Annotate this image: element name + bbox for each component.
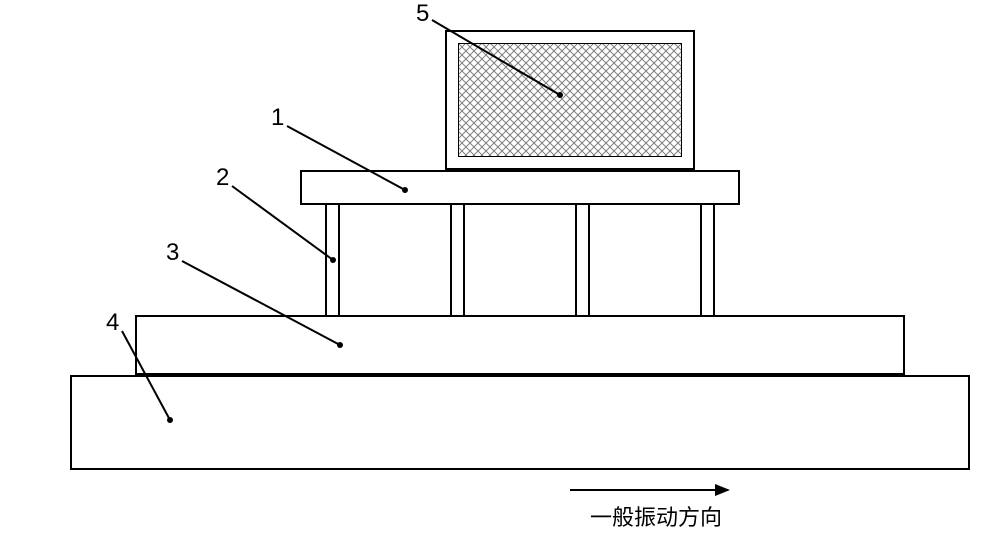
label-3: 3 (166, 239, 179, 267)
label-5: 5 (416, 0, 429, 28)
label-2: 2 (216, 164, 229, 192)
vibration-direction-caption: 一般振动方向 (590, 500, 722, 532)
platform-block (300, 170, 740, 205)
pillar (450, 205, 465, 315)
label-1: 1 (271, 104, 284, 132)
schematic-diagram: 5 1 2 3 4 一般振动方向 (0, 0, 1000, 543)
pillar (700, 205, 715, 315)
pillar (325, 205, 340, 315)
slab-block (135, 315, 905, 375)
top-inner-hatched-box (458, 43, 682, 157)
pillar (575, 205, 590, 315)
label-4: 4 (106, 309, 119, 337)
base-block (70, 375, 970, 470)
